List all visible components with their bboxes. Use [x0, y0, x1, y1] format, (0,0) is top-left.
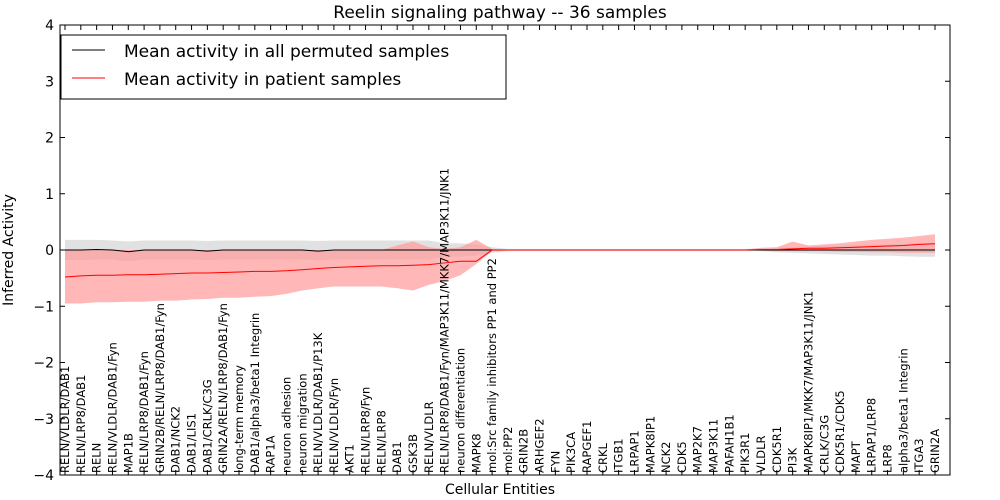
x-tick-label: RAP1A: [264, 435, 278, 473]
x-tick-label: MAPT: [849, 440, 863, 473]
legend: Mean activity in all permuted samples Me…: [60, 34, 507, 100]
x-tick-label: MAPK8IP1/MKK7/MAP3K11/JNK1: [801, 291, 815, 473]
y-tick-label: 1: [45, 187, 54, 203]
x-tick-label: RELN/VLDLR/DAB1/Fyn: [105, 342, 119, 473]
x-tick-label: neuron migration: [295, 373, 309, 473]
x-tick-label: LRPAP1: [627, 430, 641, 473]
x-tick-label: MAP3K11: [707, 419, 721, 473]
x-tick-label: CRKL: [596, 442, 610, 473]
chart-title: Reelin signaling pathway -- 36 samples: [333, 3, 667, 23]
x-tick-label: PIK3R1: [738, 433, 752, 474]
x-tick-label: CRLK/C3G: [817, 415, 831, 473]
y-tick-label: −2: [33, 356, 54, 372]
x-tick-label: GRIN2B/RELN/LRP8/DAB1/Fyn: [153, 303, 167, 473]
x-axis: RELN/VLDLR/DAB1 RELN/LRP8/DAB1 RELN RELN/VL…: [58, 25, 942, 475]
x-tick-label: alpha3/beta1 Integrin: [896, 348, 910, 473]
x-tick-label: VLDLR: [754, 435, 768, 473]
confidence-bands: [65, 234, 935, 304]
y-tick-label: −3: [33, 412, 54, 428]
x-tick-label: NCK2: [659, 442, 673, 474]
y-tick-label: 3: [45, 74, 54, 90]
x-tick-label: ARHGEF2: [533, 418, 547, 473]
x-tick-label: DAB1/LIS1: [185, 413, 199, 473]
x-tick-label: RELN: [90, 443, 104, 473]
x-tick-label: RELN/VLDLR/DAB1/P13K: [311, 332, 325, 473]
x-tick-label: PIK3CA: [564, 432, 578, 473]
x-tick-label: CDK5R1: [770, 426, 784, 473]
x-tick-label: FYN: [548, 451, 562, 473]
x-tick-label: RELN/LRP8/Fyn: [359, 387, 373, 473]
x-tick-label: PI3K: [786, 447, 800, 473]
x-tick-label: DAB1: [390, 441, 404, 473]
x-tick-label: DAB1/CRLK/C3G: [200, 379, 214, 473]
x-tick-label: CDK5R1/CDK5: [833, 390, 847, 473]
x-tick-label: RELN/LRP8/DAB1: [74, 375, 88, 473]
x-tick-label: LRP8: [881, 444, 895, 473]
x-tick-label: LRPAP1/LRP8: [865, 398, 879, 473]
legend-label-patient: Mean activity in patient samples: [124, 70, 401, 90]
x-tick-label: MAPK8: [469, 433, 483, 473]
x-tick-label: RAPGEF1: [580, 421, 594, 473]
y-tick-label: −4: [33, 468, 54, 484]
x-tick-label: RELN/VLDLR/DAB1: [58, 366, 72, 473]
line-patient: [64, 243, 936, 278]
y-tick-label: −1: [33, 299, 54, 315]
x-tick-label: MAP2K7: [691, 426, 705, 473]
y-tick-label: 4: [45, 18, 54, 34]
x-tick-label: GSK3B: [406, 434, 420, 473]
x-tick-label: ITGB1: [612, 438, 626, 473]
x-tick-label: MAP1B: [121, 433, 135, 473]
x-tick-label: RELN/LRP8/DAB1/Fyn/MAP3K11/MKK7/MAP3K11/…: [438, 168, 452, 473]
x-tick-label: mol:PP2: [501, 427, 515, 474]
y-tick-label: 0: [45, 243, 54, 259]
legend-box: [60, 34, 507, 100]
x-tick-label: GRIN2A: [928, 429, 942, 473]
x-tick-label: RELN/VLDLR: [422, 401, 436, 473]
x-tick-label: GRIN2A/RELN/LRP8/DAB1/Fyn: [216, 303, 230, 473]
x-tick-label: RELN/VLDLR/Fyn: [327, 378, 341, 473]
x-tick-label: ITGA3: [912, 438, 926, 473]
x-tick-label: MAPK8IP1: [643, 416, 657, 473]
x-axis-label: Cellular Entities: [445, 482, 555, 498]
x-tick-label: mol:Src family inhibitors PP1 and PP2: [485, 258, 499, 473]
x-tick-label: PAFAH1B1: [722, 414, 736, 473]
x-tick-label: long-term memory: [232, 365, 246, 473]
x-tick-label: CDK5: [675, 441, 689, 473]
band-patient: [65, 234, 935, 304]
x-tick-label: DAB1/NCK2: [169, 406, 183, 473]
x-tick-label: neuron differentiation: [453, 348, 467, 473]
x-tick-label: AKT1: [343, 444, 357, 473]
x-tick-label: RELN/LRP8/DAB1/Fyn: [137, 351, 151, 473]
legend-label-permuted: Mean activity in all permuted samples: [124, 42, 449, 62]
x-tick-label: DAB1/alpha3/beta1 Integrin: [248, 313, 262, 473]
y-axis: −4 −3 −2 −1 0 1 2 3 4: [33, 18, 950, 484]
x-tick-label: neuron adhesion: [279, 377, 293, 473]
x-tick-label: GRIN2B: [517, 429, 531, 473]
x-tick-label: RELN/LRP8: [374, 410, 388, 473]
y-tick-label: 2: [45, 131, 54, 147]
y-axis-label: Inferred Activity: [1, 194, 17, 306]
series-lines: [64, 243, 936, 278]
